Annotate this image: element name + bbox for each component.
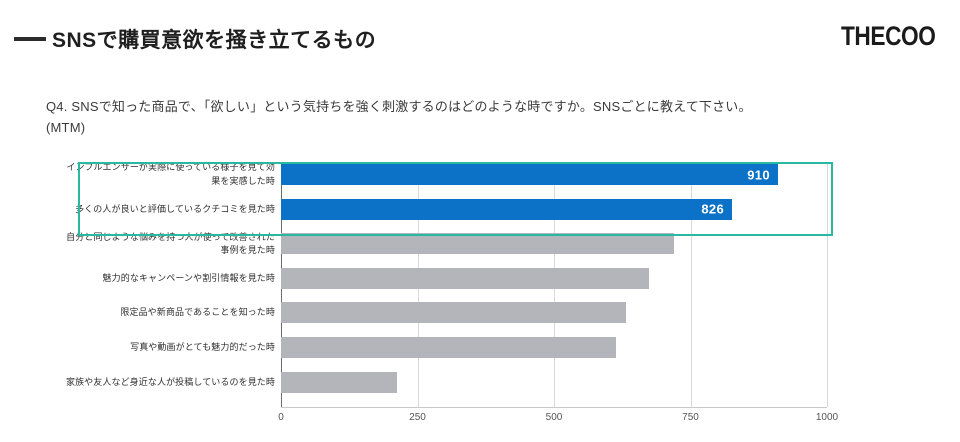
bar[interactable] bbox=[281, 233, 675, 255]
chart-row[interactable] bbox=[0, 337, 960, 358]
x-tick-label: 750 bbox=[682, 412, 699, 423]
bar[interactable] bbox=[281, 302, 627, 324]
bar[interactable] bbox=[281, 371, 397, 393]
x-tick-label: 0 bbox=[278, 412, 284, 423]
horizontal-dash-icon bbox=[14, 37, 46, 41]
question-sub: (MTM) bbox=[46, 120, 86, 136]
category-label: 限定品や新商品であることを知った時 bbox=[120, 307, 275, 318]
bar[interactable] bbox=[281, 337, 617, 358]
x-tick-label: 1000 bbox=[815, 412, 839, 423]
x-axis-line bbox=[281, 407, 827, 408]
category-label: 魅力的なキャンペーンや割引情報を見た時 bbox=[102, 272, 275, 283]
category-label: インフルエンサーが実際に使っている様子を見て効果を実感した時 bbox=[66, 162, 275, 186]
chart-row[interactable]: 910 bbox=[0, 164, 960, 185]
category-label: 家族や友人など身近な人が投稿しているのを見た時 bbox=[65, 376, 275, 387]
bar[interactable]: 910 bbox=[281, 164, 778, 185]
bar-chart: (N=1000) インフルエンサーが実際に使っている様子を見て効果を実感した時9… bbox=[0, 158, 960, 442]
brand-logo: THECOO bbox=[841, 21, 936, 51]
bar[interactable]: 826 bbox=[281, 198, 732, 220]
category-label: 多くの人が良いと評価しているクチコミを見た時 bbox=[75, 203, 275, 214]
x-tick-label: 500 bbox=[545, 412, 563, 423]
gridline bbox=[827, 162, 828, 407]
chart-row[interactable]: 826 bbox=[0, 198, 960, 220]
gridline bbox=[690, 162, 692, 407]
category-label: 写真や動画がとても魅力的だった時 bbox=[130, 341, 275, 352]
bar-value-label: 910 bbox=[747, 167, 770, 182]
bar[interactable] bbox=[281, 267, 649, 289]
chart-row[interactable] bbox=[0, 233, 960, 255]
chart-row[interactable] bbox=[0, 371, 960, 393]
bar-value-label: 826 bbox=[701, 201, 724, 217]
chart-row[interactable] bbox=[0, 302, 960, 324]
page-title: SNSで購買意欲を掻き立てるもの bbox=[52, 29, 377, 52]
category-label: 自分と同じような悩みを持つ人が使って改善された事例を見た時 bbox=[66, 231, 275, 255]
question-text: Q4. SNSで知った商品で、「欲しい」という気持ちを強く刺激するのはどのような… bbox=[46, 96, 936, 139]
x-tick-label: 250 bbox=[409, 412, 426, 423]
chart-row[interactable] bbox=[0, 267, 960, 289]
question-main: Q4. SNSで知った商品で、「欲しい」という気持ちを強く刺激するのはどのような… bbox=[46, 99, 752, 114]
